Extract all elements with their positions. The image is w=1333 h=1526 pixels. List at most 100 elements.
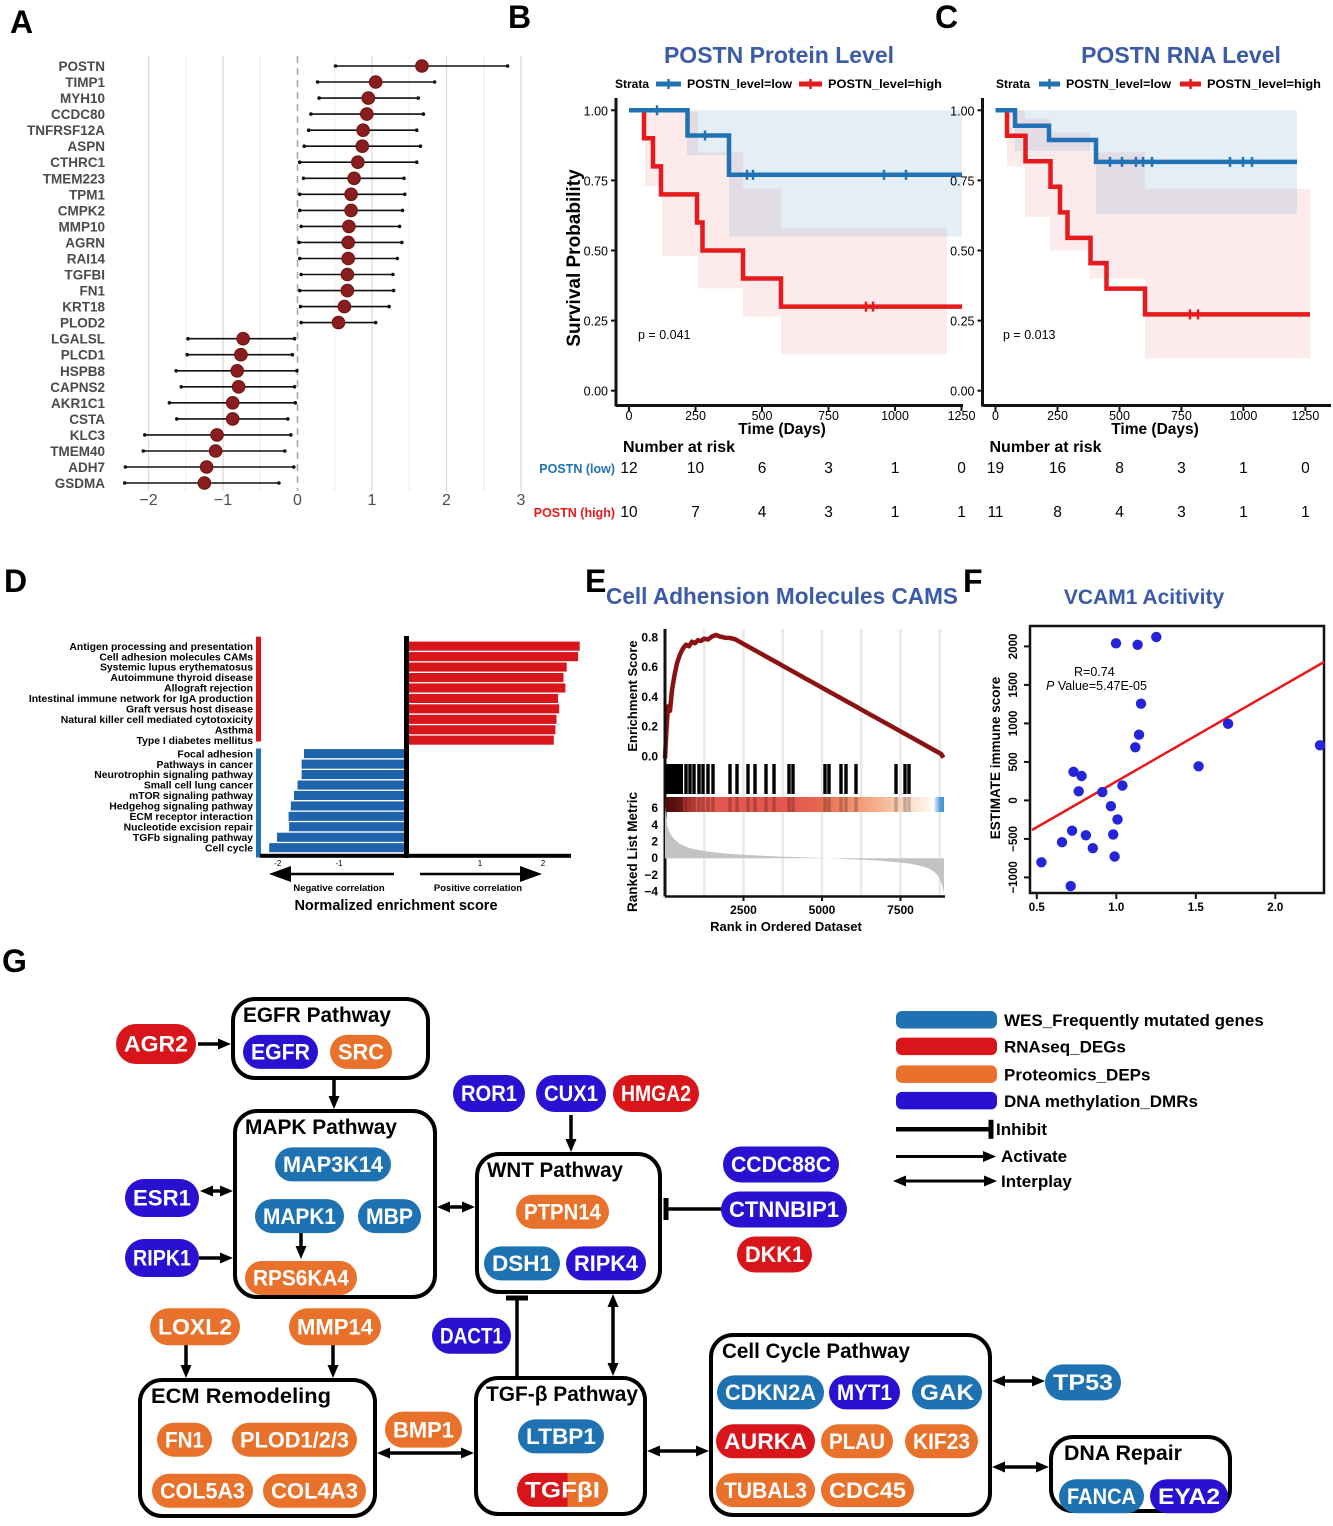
svg-text:MYT1: MYT1 [837,1380,892,1405]
svg-text:16: 16 [1049,460,1066,477]
svg-text:4: 4 [1115,504,1124,521]
svg-text:G: G [2,943,27,979]
svg-text:-1: -1 [335,859,343,868]
svg-text:HMGA2: HMGA2 [621,1081,691,1106]
svg-text:Systemic lupus erythematosus: Systemic lupus erythematosus [100,663,253,674]
svg-text:P Value=5.47E-05: P Value=5.47E-05 [1046,679,1147,693]
svg-text:7500: 7500 [887,903,914,917]
svg-text:Ranked List Metric: Ranked List Metric [625,791,640,912]
svg-text:Cell cycle: Cell cycle [205,843,253,854]
svg-text:3: 3 [824,460,833,477]
svg-text:p = 0.041: p = 0.041 [638,328,691,342]
svg-text:POSTN: POSTN [58,59,105,74]
svg-text:VCAM1 Acitivity: VCAM1 Acitivity [1064,586,1225,609]
svg-text:TGFβI: TGFβI [525,1478,600,1503]
svg-text:Activate: Activate [1001,1147,1067,1166]
svg-text:0.00: 0.00 [950,385,974,399]
svg-text:mTOR signaling pathway: mTOR signaling pathway [129,791,253,802]
svg-text:Strata: Strata [996,77,1030,91]
svg-text:500: 500 [1109,409,1130,423]
svg-text:Nucleotide excision repair: Nucleotide excision repair [124,823,253,834]
svg-text:TGF-β Pathway: TGF-β Pathway [486,1383,638,1406]
svg-text:1: 1 [478,859,483,868]
svg-text:3: 3 [517,492,526,509]
svg-text:10: 10 [687,460,705,477]
svg-text:1000: 1000 [1229,409,1257,423]
svg-text:TPM1: TPM1 [69,187,105,202]
svg-text:EGFR: EGFR [251,1040,310,1065]
svg-text:0.8: 0.8 [641,631,658,645]
svg-text:POSTN (high): POSTN (high) [534,506,615,520]
svg-text:250: 250 [1047,409,1068,423]
svg-text:MBP: MBP [366,1204,413,1229]
svg-text:HSPB8: HSPB8 [60,364,106,379]
svg-text:CMPK2: CMPK2 [58,203,105,218]
svg-text:19: 19 [987,460,1004,477]
svg-text:FANCA: FANCA [1067,1484,1136,1509]
svg-text:POSTN_level=high: POSTN_level=high [828,77,942,91]
svg-text:WNT Pathway: WNT Pathway [487,1159,623,1182]
svg-text:750: 750 [1171,409,1192,423]
svg-text:LTBP1: LTBP1 [526,1424,596,1449]
svg-text:ASPN: ASPN [67,139,105,154]
svg-text:PLCD1: PLCD1 [61,348,106,363]
svg-text:0.2: 0.2 [641,720,658,734]
svg-text:POSTN RNA Level: POSTN RNA Level [1081,42,1281,68]
svg-text:ECM Remodeling: ECM Remodeling [151,1385,331,1408]
svg-text:1: 1 [1239,460,1248,477]
svg-text:p = 0.013: p = 0.013 [1003,328,1056,342]
svg-text:CCDC88C: CCDC88C [731,1152,831,1177]
svg-text:8: 8 [1115,460,1124,477]
svg-text:TIMP1: TIMP1 [65,75,105,90]
svg-text:Rank in Ordered Dataset: Rank in Ordered Dataset [710,919,862,934]
svg-text:1.5: 1.5 [1188,902,1205,914]
svg-text:B: B [508,0,531,35]
svg-text:ESTIMATE immune score: ESTIMATE immune score [988,676,1003,839]
svg-text:KRT18: KRT18 [62,300,105,315]
svg-text:2: 2 [651,835,658,849]
svg-text:E: E [585,563,606,599]
svg-text:DSH1: DSH1 [492,1251,552,1276]
svg-text:KIF23: KIF23 [913,1429,970,1454]
svg-text:0.4: 0.4 [641,690,658,704]
svg-text:TGFBI: TGFBI [65,268,106,283]
svg-text:1: 1 [957,504,966,521]
svg-text:TP53: TP53 [1053,1370,1113,1395]
svg-text:1: 1 [368,492,377,509]
svg-text:COL5A3: COL5A3 [160,1479,245,1504]
svg-text:RAI14: RAI14 [67,252,106,267]
svg-text:TUBAL3: TUBAL3 [724,1478,807,1503]
svg-text:0: 0 [1008,797,1020,803]
svg-text:Proteomics_DEPs: Proteomics_DEPs [1004,1065,1150,1084]
svg-text:RIPK4: RIPK4 [574,1251,639,1276]
svg-text:2000: 2000 [1008,634,1020,660]
svg-text:Negative correlation: Negative correlation [293,883,385,894]
svg-text:0: 0 [957,460,966,477]
svg-text:FN1: FN1 [79,284,105,299]
svg-text:3: 3 [1177,460,1186,477]
svg-text:0.6: 0.6 [641,660,658,674]
svg-text:MAP3K14: MAP3K14 [283,1152,384,1177]
svg-text:4: 4 [758,504,767,521]
svg-text:RPS6KA4: RPS6KA4 [253,1266,350,1291]
svg-text:−1: −1 [214,492,232,509]
svg-text:CSTA: CSTA [69,412,105,427]
svg-text:Natural killer cell mediated c: Natural killer cell mediated cytotoxicit… [61,715,254,726]
svg-text:EGFR Pathway: EGFR Pathway [243,1004,391,1027]
svg-text:GSDMA: GSDMA [55,476,106,491]
svg-text:-2: -2 [274,859,282,868]
svg-text:0.00: 0.00 [584,385,608,399]
svg-text:6: 6 [758,460,767,477]
svg-text:DKK1: DKK1 [745,1242,804,1267]
svg-text:Autoimmune thyroid disease: Autoimmune thyroid disease [110,673,253,684]
svg-text:AURKA: AURKA [724,1429,807,1454]
svg-text:Type I diabetes mellitus: Type I diabetes mellitus [137,736,254,747]
svg-text:6: 6 [651,801,658,815]
svg-text:12: 12 [620,460,637,477]
svg-text:1000: 1000 [1008,711,1020,737]
svg-text:Small cell lung cancer: Small cell lung cancer [144,781,253,792]
svg-text:R=0.74: R=0.74 [1074,665,1115,679]
svg-text:Cell Cycle Pathway: Cell Cycle Pathway [722,1340,910,1363]
svg-text:TNFRSF12A: TNFRSF12A [27,123,105,138]
svg-text:ADH7: ADH7 [68,460,105,475]
